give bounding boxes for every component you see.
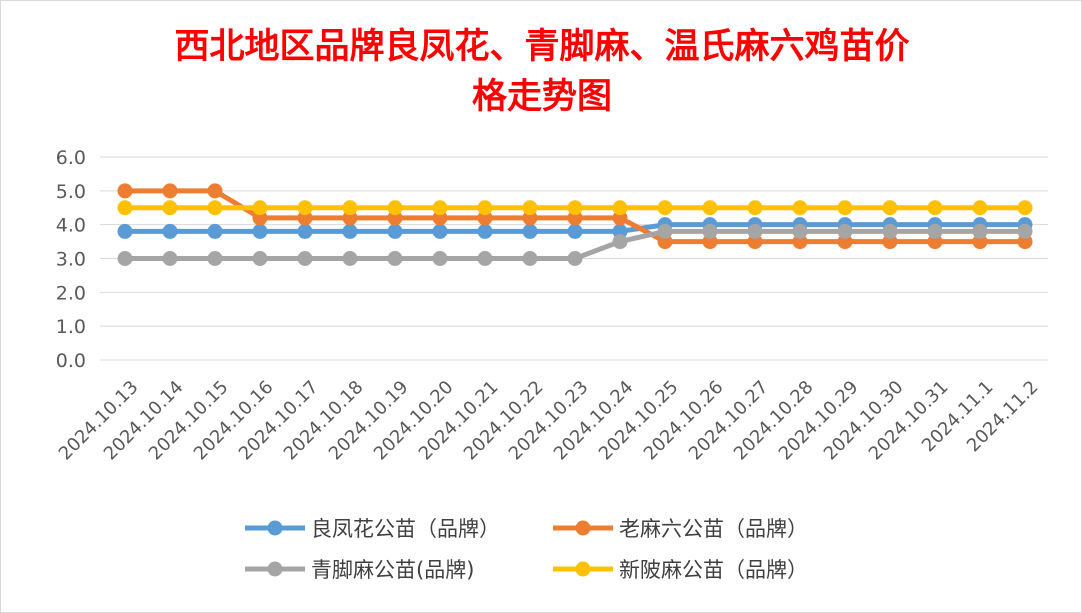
data-point xyxy=(387,200,403,216)
legend-label: 新陂麻公苗（品牌） xyxy=(619,558,808,582)
data-point xyxy=(297,251,313,266)
data-point xyxy=(117,223,133,239)
data-point xyxy=(162,183,178,199)
data-point xyxy=(837,200,853,216)
data-point xyxy=(432,223,448,239)
x-axis-tick-labels: 2024.10.132024.10.142024.10.152024.10.16… xyxy=(55,377,1043,465)
data-point xyxy=(972,200,988,216)
data-point xyxy=(567,200,583,216)
legend: 良凤花公苗（品牌） 老麻六公苗（品牌） 青脚麻公苗(品牌) 新陂麻公苗（品牌） xyxy=(245,517,808,582)
series-lines xyxy=(117,183,1033,266)
y-tick-label: 5.0 xyxy=(56,181,86,203)
legend-label: 良凤花公苗（品牌） xyxy=(311,517,500,541)
data-point xyxy=(477,251,493,266)
data-point xyxy=(162,251,178,266)
data-point xyxy=(207,200,223,216)
data-point xyxy=(207,223,223,239)
data-point xyxy=(657,223,673,239)
data-point xyxy=(522,251,538,266)
data-point xyxy=(657,200,673,216)
data-point xyxy=(117,200,133,216)
legend-swatch-marker xyxy=(575,520,591,536)
data-point xyxy=(387,223,403,239)
legend-item: 青脚麻公苗(品牌) xyxy=(245,558,474,582)
y-tick-label: 0.0 xyxy=(56,350,86,372)
data-point xyxy=(972,223,988,239)
data-point xyxy=(117,251,133,266)
y-tick-label: 6.0 xyxy=(56,147,86,169)
data-point xyxy=(477,200,493,216)
data-point xyxy=(612,234,628,250)
data-point xyxy=(882,200,898,216)
y-tick-label: 1.0 xyxy=(56,316,86,338)
data-point xyxy=(252,251,268,266)
data-point xyxy=(207,251,223,266)
data-point xyxy=(162,223,178,239)
data-point xyxy=(747,223,763,239)
data-point xyxy=(792,223,808,239)
data-point xyxy=(387,251,403,266)
data-point xyxy=(702,200,718,216)
data-point xyxy=(882,223,898,239)
series-line xyxy=(117,183,1033,250)
y-tick-label: 2.0 xyxy=(56,282,86,304)
data-point xyxy=(207,183,223,199)
data-point xyxy=(162,200,178,216)
data-point xyxy=(927,200,943,216)
legend-item: 良凤花公苗（品牌） xyxy=(245,517,500,541)
data-point xyxy=(1017,223,1033,239)
chart-title-line-1: 西北地区品牌良凤花、青脚麻、温氏麻六鸡苗价 xyxy=(174,26,910,67)
legend-item: 老麻六公苗（品牌） xyxy=(553,517,808,541)
legend-item: 新陂麻公苗（品牌） xyxy=(553,558,808,582)
data-point xyxy=(522,223,538,239)
data-point xyxy=(252,200,268,216)
data-point xyxy=(702,223,718,239)
y-tick-label: 3.0 xyxy=(56,249,86,271)
series-line xyxy=(117,200,1033,216)
data-point xyxy=(252,223,268,239)
data-point xyxy=(432,200,448,216)
data-point xyxy=(342,223,358,239)
data-point xyxy=(567,251,583,266)
data-point xyxy=(342,200,358,216)
data-point xyxy=(117,183,133,199)
legend-swatch-marker xyxy=(267,520,283,536)
legend-label: 老麻六公苗（品牌） xyxy=(619,517,808,541)
series-line xyxy=(117,223,1033,266)
data-point xyxy=(747,200,763,216)
data-point xyxy=(927,223,943,239)
y-tick-label: 4.0 xyxy=(56,215,86,237)
data-point xyxy=(612,200,628,216)
data-point xyxy=(837,223,853,239)
data-point xyxy=(567,223,583,239)
y-axis-tick-labels: 0.0 1.0 2.0 3.0 4.0 5.0 6.0 xyxy=(56,147,86,372)
legend-swatch-marker xyxy=(575,561,591,577)
data-point xyxy=(432,251,448,266)
data-point xyxy=(342,251,358,266)
data-point xyxy=(297,223,313,239)
data-point xyxy=(1017,200,1033,216)
data-point xyxy=(792,200,808,216)
legend-swatch-marker xyxy=(267,561,283,577)
data-point xyxy=(297,200,313,216)
data-point xyxy=(477,223,493,239)
chart-title-line-2: 格走势图 xyxy=(471,76,612,117)
legend-label: 青脚麻公苗(品牌) xyxy=(311,558,474,582)
data-point xyxy=(522,200,538,216)
